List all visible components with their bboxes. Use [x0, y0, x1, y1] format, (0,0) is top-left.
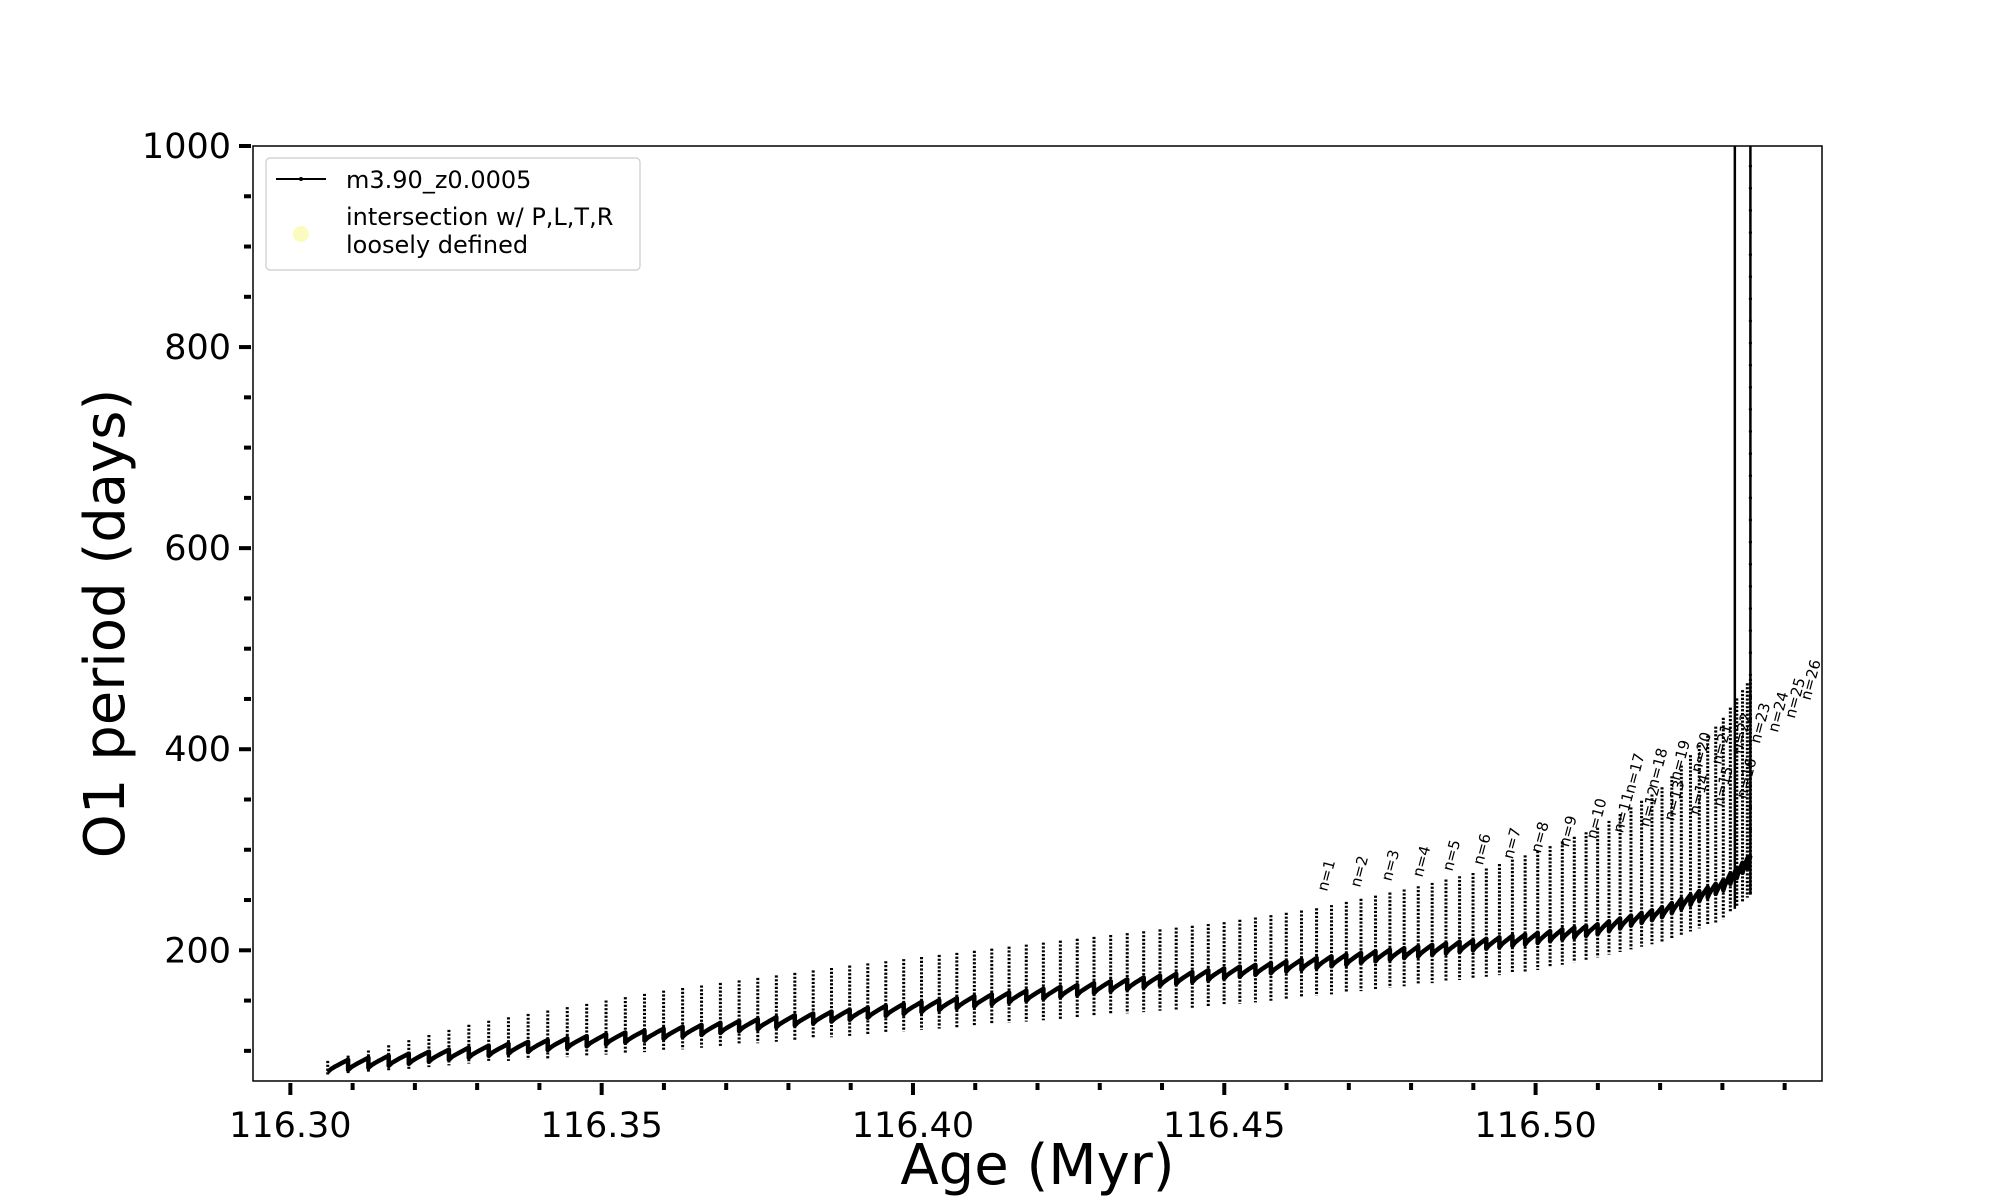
x-tick-label: 116.35 [540, 1106, 662, 1146]
legend-label-line: loosely defined [346, 231, 528, 259]
pulse-label: n=11 [1609, 790, 1637, 834]
final-dot [1748, 186, 1752, 190]
final-dot [1748, 761, 1752, 765]
legend: m3.90_z0.0005 intersection w/ P,L,T,R loo… [265, 157, 641, 271]
final-dot [1748, 474, 1752, 478]
final-dot [1748, 164, 1752, 168]
final-dot [1748, 673, 1752, 677]
final-dot [1748, 628, 1752, 633]
final-dot [1748, 518, 1752, 522]
final-dot [1748, 651, 1752, 655]
final-dot [1748, 452, 1752, 456]
pulse-label: n=1 [1313, 858, 1339, 893]
pulse-label: n=15 [1709, 764, 1737, 808]
final-dot [1748, 828, 1752, 832]
final-dot [1748, 208, 1752, 212]
pulse-label: n=2 [1346, 854, 1372, 889]
plot-frame [252, 145, 1823, 1082]
pulse-label: n=3 [1378, 848, 1404, 883]
pulse-label: n=8 [1527, 820, 1553, 855]
y-tick-label: 200 [164, 931, 231, 971]
final-dot [1748, 341, 1752, 345]
pulse-label: n=10 [1582, 796, 1610, 840]
final-dot [1748, 297, 1752, 301]
y-tick-label: 400 [164, 730, 231, 770]
final-dot [1748, 496, 1752, 500]
legend-label-series: m3.90_z0.0005 [346, 166, 531, 194]
final-dot [1748, 805, 1752, 810]
pulse-label: n=16 [1732, 756, 1760, 800]
pulse-label: n=4 [1409, 844, 1435, 879]
x-tick-label: 116.30 [229, 1106, 351, 1146]
final-dot [1748, 540, 1752, 544]
series-line-group [326, 854, 1753, 1074]
pulse-label: n=7 [1499, 826, 1525, 861]
series-line-m3.90_z0.0005 [326, 854, 1753, 1074]
legend-label-intersection: intersection w/ P,L,T,R loosely defined [346, 203, 613, 259]
final-dot [1748, 363, 1752, 367]
final-dot [1748, 562, 1752, 566]
y-axis: 200 400 600 800 1000 [142, 127, 251, 1053]
x-tick-label: 116.50 [1474, 1106, 1596, 1146]
final-dot [1748, 606, 1752, 611]
final-dot [1748, 695, 1752, 699]
x-axis: 116.30 116.35 116.40 116.45 116.50 [229, 1083, 1787, 1146]
final-dot [1748, 584, 1752, 588]
y-tick-label: 600 [164, 529, 231, 569]
final-dot [1748, 783, 1752, 788]
final-dot [1748, 739, 1752, 743]
legend-box [265, 157, 641, 271]
y-axis-title: O1 period (days) [73, 389, 138, 859]
final-dot [1748, 385, 1752, 389]
x-tick-label: 116.40 [852, 1106, 974, 1146]
final-dot [1748, 252, 1752, 257]
y-tick-label: 800 [164, 328, 231, 368]
legend-circle-marker [293, 226, 309, 242]
pulse-label: n=6 [1469, 832, 1495, 867]
final-dot [1748, 319, 1752, 323]
final-dot [1748, 429, 1752, 434]
pulse-label: n=18 [1643, 746, 1671, 790]
y-tick-label: 1000 [142, 127, 231, 167]
pulse-label: n=26 [1797, 658, 1825, 702]
final-dot [1748, 407, 1752, 412]
x-axis-title: Age (Myr) [900, 1133, 1174, 1198]
final-dot [1748, 717, 1752, 721]
legend-label-line: intersection w/ P,L,T,R [346, 203, 613, 231]
final-dot [1748, 275, 1752, 279]
pulse-label: n=13 [1660, 778, 1688, 822]
legend-dot-marker [299, 177, 303, 181]
pulse-label: n=5 [1439, 838, 1465, 873]
x-tick-label: 116.45 [1163, 1106, 1285, 1146]
final-dot [1748, 230, 1752, 235]
pulse-label: n=9 [1555, 814, 1581, 849]
